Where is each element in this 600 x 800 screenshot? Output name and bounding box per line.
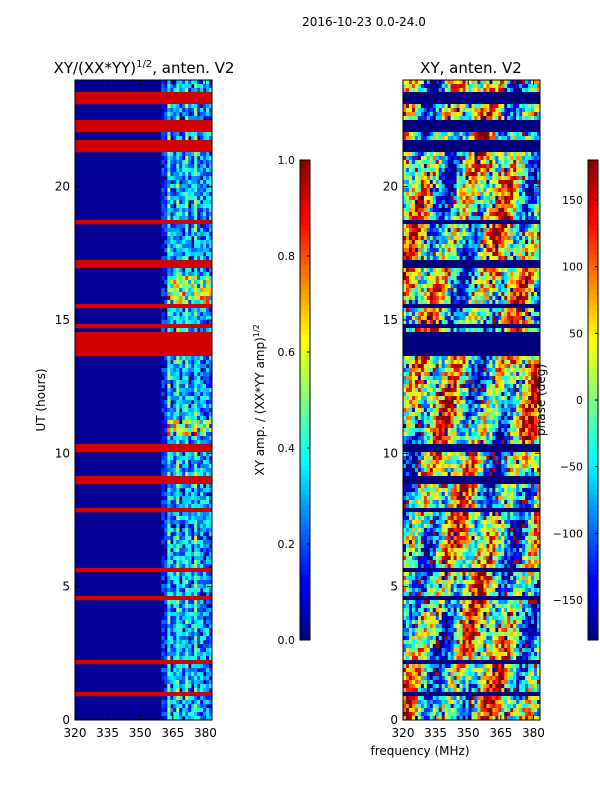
amplitude-colorbar-gradient: [300, 160, 310, 641]
y-tick-label: 20: [55, 180, 70, 194]
amplitude-colorbar-frame: [299, 159, 311, 641]
y-tick-label: 15: [55, 313, 70, 327]
amplitude-heatmap-frame: [74, 79, 213, 721]
colorbar-tick-label: 0.8: [278, 250, 296, 263]
colorbar-tick-label: 50: [569, 327, 583, 340]
x-tick-label: 320: [64, 726, 87, 740]
y-tick-label: 10: [383, 446, 398, 460]
phase-colorbar-label: phase (deg): [534, 364, 548, 436]
colorbar-tick-label: −150: [553, 594, 583, 607]
y-tick-label: 0: [62, 713, 70, 727]
colorbar-tick-label: 0.6: [278, 346, 296, 359]
x-tick-label: 350: [457, 726, 480, 740]
phase-colorbar-gradient: [588, 160, 598, 641]
shared-xlabel: frequency (MHz): [370, 744, 469, 758]
colorbar-tick-label: 0: [576, 394, 583, 407]
amplitude-panel-title: XY/(XX*YY)1/2, anten. V2: [54, 59, 235, 77]
amplitude-panel: XY/(XX*YY)1/2, anten. V2 UT (hours) 320 3…: [34, 59, 234, 740]
x-tick-label: 335: [96, 726, 119, 740]
phase-heatmap: [403, 80, 541, 721]
figure-suptitle: 2016-10-23 0.0-24.0: [302, 15, 426, 29]
x-tick-label: 335: [424, 726, 447, 740]
x-tick-label: 350: [129, 726, 152, 740]
y-tick-label: 10: [55, 446, 70, 460]
colorbar-tick-label: −100: [553, 527, 583, 540]
x-tick-label: 380: [522, 726, 545, 740]
phase-colorbar: −150 −100 −50 0 50 100 150 phase (deg): [534, 159, 599, 641]
y-tick-label: 0: [390, 713, 398, 727]
colorbar-tick-label: 0.4: [278, 442, 296, 455]
amplitude-colorbar: 0.0 0.2 0.4 0.6 0.8 1.0 XY amp. / (XX*YY amp)…: [252, 154, 311, 647]
amplitude-heatmap: [75, 80, 213, 721]
y-tick-label: 5: [390, 580, 398, 594]
phase-panel: XY, anten. V2 320 335 350 365 380 0 5 10 15 20 fr…: [370, 59, 544, 758]
y-tick-label: 5: [62, 580, 70, 594]
colorbar-tick-label: −50: [560, 461, 583, 474]
colorbar-tick-label: 1.0: [278, 154, 296, 167]
x-tick-label: 380: [194, 726, 217, 740]
colorbar-tick-label: 0.0: [278, 634, 296, 647]
amplitude-colorbar-label: XY amp. / (XX*YY amp)1/2: [252, 324, 267, 475]
colorbar-tick-label: 0.2: [278, 538, 296, 551]
y-tick-label: 20: [383, 180, 398, 194]
colorbar-tick-label: 100: [562, 261, 583, 274]
phase-panel-title: XY, anten. V2: [420, 59, 522, 77]
colorbar-tick-label: 150: [562, 194, 583, 207]
y-tick-label: 15: [383, 313, 398, 327]
x-tick-label: 365: [489, 726, 512, 740]
x-tick-label: 320: [392, 726, 415, 740]
x-tick-label: 365: [161, 726, 184, 740]
phase-heatmap-frame: [402, 79, 541, 721]
amplitude-panel-ylabel: UT (hours): [34, 368, 48, 431]
